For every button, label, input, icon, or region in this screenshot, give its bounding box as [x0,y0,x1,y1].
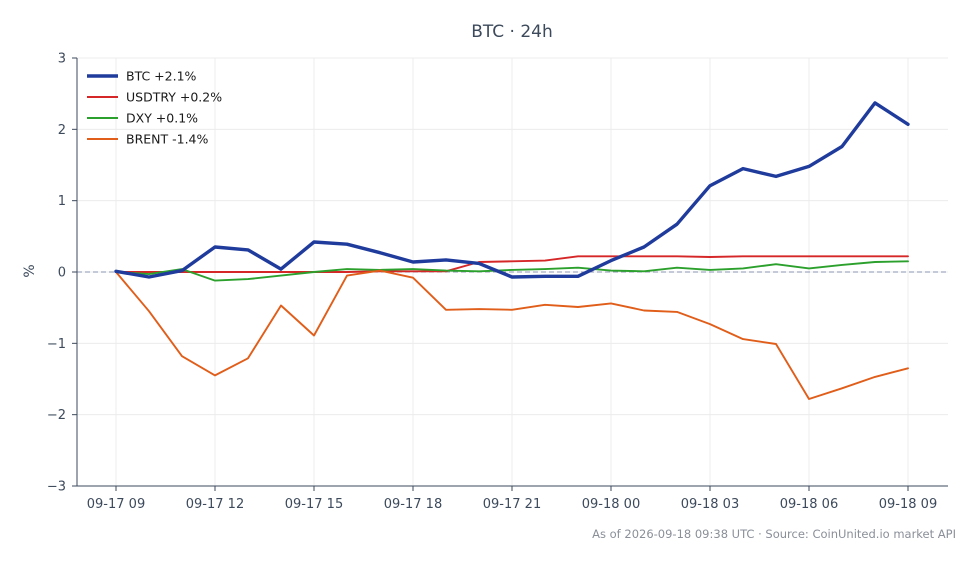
x-tick-label: 09-17 09 [87,497,145,512]
x-tick-labels: 09-17 09 09-17 12 09-17 15 09-17 18 09-17 21… [87,486,937,512]
x-tick-label: 09-18 06 [780,497,838,512]
x-tick-label: 09-18 09 [879,497,937,512]
y-axis-label: % [22,264,38,277]
x-tick-label: 09-17 12 [186,497,244,512]
legend-label: BRENT -1.4% [126,132,209,147]
legend-label: USDTRY +0.2% [126,90,222,105]
source-footnote: As of 2026-09-18 09:38 UTC · Source: Coi… [592,527,956,541]
x-tick-label: 09-18 00 [582,497,640,512]
y-tick-label: −1 [47,337,66,352]
legend-label: BTC +2.1% [126,69,197,84]
x-tick-label: 09-18 03 [681,497,739,512]
y-tick-label: 1 [58,194,66,209]
y-tick-labels: 3 2 1 0 −1 −2 −3 [47,52,77,495]
series-line-3 [115,269,909,400]
chart-title: BTC · 24h [471,22,553,42]
y-tick-label: 3 [58,52,66,67]
x-tick-label: 09-17 15 [285,497,343,512]
y-tick-label: 2 [58,123,66,138]
series-line-0 [114,101,910,279]
legend-label: DXY +0.1% [126,111,198,126]
series-line-2 [115,260,909,282]
y-tick-label: −3 [47,480,66,495]
series-lines [114,101,910,400]
x-tick-label: 09-17 18 [384,497,442,512]
legend: BTC +2.1% USDTRY +0.2% DXY +0.1% BRENT -1.4… [87,69,222,147]
y-tick-label: 0 [58,266,66,281]
series-line-1 [115,255,909,273]
y-tick-label: −2 [47,408,66,423]
x-tick-label: 09-17 21 [483,497,541,512]
